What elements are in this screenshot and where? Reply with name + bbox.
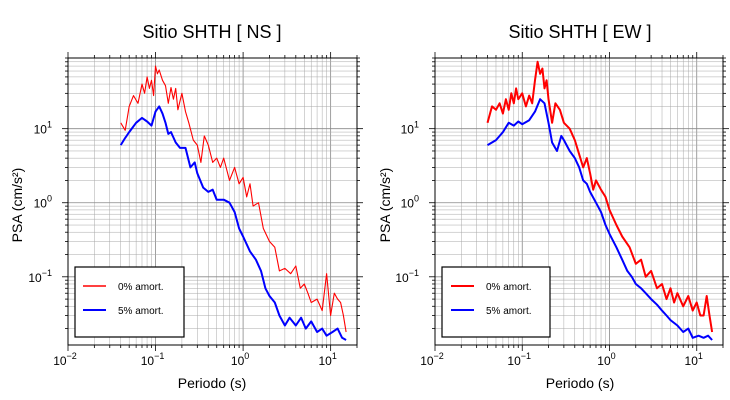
- series-line-0pct-damping: [486, 60, 714, 333]
- tick-exponent: 0: [47, 194, 52, 204]
- plot-frame: [434, 57, 724, 346]
- chart-title: Sitio SHTH [ NS ]: [142, 22, 281, 42]
- tick-exponent: 0: [611, 351, 616, 361]
- tick-exponent: −1: [409, 268, 419, 278]
- y-tick-label: 100: [401, 194, 419, 211]
- y-tick-label: 101: [34, 120, 52, 137]
- legend: 0% amort. 5% amort.: [74, 266, 185, 338]
- legend-box: [441, 266, 551, 338]
- grid: [67, 57, 358, 345]
- series-group: [119, 65, 347, 341]
- tick-exponent: 1: [332, 351, 337, 361]
- y-axis-label: PSA (cm/s²): [377, 168, 393, 243]
- grid: [434, 57, 724, 345]
- x-tick-label: 100: [597, 351, 615, 368]
- tick-exponent: −2: [67, 351, 77, 361]
- y-tick-label: 101: [401, 120, 419, 137]
- x-tick-label: 10−2: [420, 351, 444, 368]
- legend-label-5pct: 5% amort.: [486, 306, 532, 317]
- tick-exponent: 1: [414, 120, 419, 130]
- plot-frame: [67, 57, 358, 346]
- x-axis-label: Periodo (s): [546, 375, 614, 391]
- tick-exponent: 1: [47, 120, 52, 130]
- x-tick-label: 100: [231, 351, 249, 368]
- legend-label-5pct: 5% amort.: [118, 306, 164, 317]
- series-line-5pct-damping: [119, 105, 347, 341]
- y-tick-label: 100: [34, 194, 52, 211]
- legend-label-0pct: 0% amort.: [118, 282, 164, 293]
- legend-label-0pct: 0% amort.: [486, 282, 532, 293]
- y-axis-label: PSA (cm/s²): [9, 168, 25, 243]
- chart-title: Sitio SHTH [ EW ]: [508, 22, 651, 42]
- legend-box: [74, 266, 185, 338]
- chart-panel-ns: Sitio SHTH [ NS ] Periodo (s) PSA (cm/s²…: [9, 22, 363, 391]
- y-tick-label: 10−1: [395, 268, 419, 285]
- x-tick-label: 101: [685, 351, 703, 368]
- tick-exponent: −1: [521, 351, 531, 361]
- tick-exponent: 0: [414, 194, 419, 204]
- chart-panel-ew: Sitio SHTH [ EW ] Periodo (s) PSA (cm/s²…: [377, 22, 729, 391]
- tick-exponent: 1: [698, 351, 703, 361]
- x-tick-label: 10−2: [53, 351, 77, 368]
- series-line-0pct-damping: [120, 65, 347, 333]
- series-line-5pct-damping: [486, 98, 713, 341]
- series-group: [486, 60, 714, 341]
- x-tick-label: 101: [318, 351, 336, 368]
- tick-exponent: 0: [244, 351, 249, 361]
- y-tick-label: 10−1: [28, 268, 52, 285]
- x-axis-label: Periodo (s): [178, 375, 246, 391]
- tick-exponent: −1: [42, 268, 52, 278]
- tick-exponent: −1: [154, 351, 164, 361]
- tick-exponent: −2: [434, 351, 444, 361]
- legend: 0% amort. 5% amort.: [441, 266, 551, 338]
- x-tick-label: 10−1: [507, 351, 531, 368]
- x-tick-label: 10−1: [141, 351, 165, 368]
